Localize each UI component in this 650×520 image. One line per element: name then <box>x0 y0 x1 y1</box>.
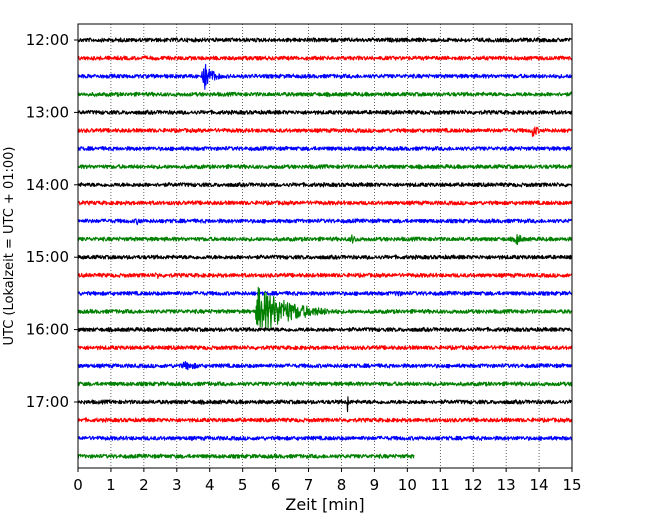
trace-line <box>77 435 573 441</box>
x-tick-label: 8 <box>337 476 347 494</box>
plot-area <box>78 24 572 468</box>
x-axis: 0 1 2 3 4 5 6 7 8 9 10 11 12 13 14 15 <box>73 468 582 494</box>
grid-lines <box>110 24 540 468</box>
y-axis: 12:00 13:00 14:00 15:00 16:00 17:00 <box>26 31 78 411</box>
x-tick-label: 14 <box>530 476 549 494</box>
y-tick-label: 13:00 <box>26 103 69 121</box>
y-tick-label: 17:00 <box>26 393 69 411</box>
x-tick-label: 5 <box>238 476 248 494</box>
x-tick-label: 2 <box>139 476 149 494</box>
trace-line <box>77 91 573 98</box>
x-tick-label: 4 <box>205 476 215 494</box>
trace-line <box>77 286 572 331</box>
trace-line <box>77 200 573 206</box>
trace-line <box>77 417 573 423</box>
trace-group <box>77 37 573 459</box>
y-axis-label: UTC (Lokalzeit = UTC + 01:00) <box>2 147 17 346</box>
y-tick-label: 16:00 <box>26 321 69 339</box>
trace-line <box>77 326 573 333</box>
x-tick-label: 0 <box>73 476 83 494</box>
x-tick-label: 6 <box>271 476 281 494</box>
trace-line <box>77 55 573 61</box>
x-tick-label: 12 <box>464 476 483 494</box>
trace-line <box>77 234 573 246</box>
trace-line <box>77 37 572 43</box>
trace-line <box>77 109 573 116</box>
trace-line <box>77 361 573 371</box>
trace-line <box>77 145 572 152</box>
trace-line <box>77 381 573 387</box>
x-tick-label: 3 <box>172 476 182 494</box>
x-tick-label: 9 <box>370 476 380 494</box>
y-tick-label: 14:00 <box>26 176 69 194</box>
x-axis-label: Zeit [min] <box>285 495 364 514</box>
trace-line <box>77 182 573 188</box>
trace-line <box>77 254 573 260</box>
trace-line <box>77 453 415 459</box>
trace-line <box>77 63 573 90</box>
x-tick-label: 7 <box>304 476 314 494</box>
x-tick-label: 13 <box>497 476 516 494</box>
x-tick-label: 1 <box>106 476 116 494</box>
trace-line <box>77 126 572 137</box>
trace-line <box>77 290 573 297</box>
x-tick-label: 11 <box>431 476 450 494</box>
y-tick-label: 12:00 <box>26 31 69 49</box>
x-tick-label: 10 <box>398 476 417 494</box>
trace-line <box>77 396 573 413</box>
trace-line <box>77 345 572 351</box>
y-tick-label: 15:00 <box>26 248 69 266</box>
plot-frame <box>77 23 573 469</box>
trace-line <box>77 272 573 279</box>
trace-line <box>77 218 573 226</box>
trace-line <box>77 163 572 170</box>
x-tick-label: 15 <box>562 476 581 494</box>
